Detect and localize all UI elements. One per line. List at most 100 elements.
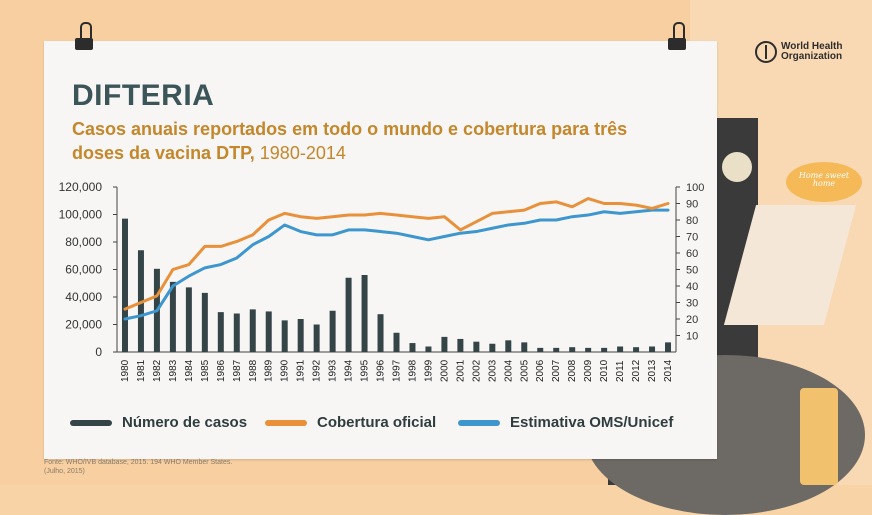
umbrella-vase-illustration xyxy=(800,388,838,485)
y-right-tick-label: 80 xyxy=(686,215,698,227)
bar-cases xyxy=(441,336,448,352)
y-left-tick-label: 120,000 xyxy=(59,180,103,194)
x-tick-label: 1983 xyxy=(168,359,179,382)
bar-cases xyxy=(281,320,288,352)
bar-cases xyxy=(425,346,432,352)
y-right-tick-label: 50 xyxy=(686,265,698,277)
x-tick-label: 1998 xyxy=(407,359,418,382)
x-tick-label: 1984 xyxy=(184,359,195,382)
x-tick-label: 2004 xyxy=(503,359,514,382)
legend-official-swatch xyxy=(265,419,307,426)
x-tick-label: 2011 xyxy=(615,360,626,382)
binder-clip-right-icon xyxy=(668,22,686,50)
x-tick-label: 2000 xyxy=(439,359,450,382)
line-official-coverage xyxy=(123,197,670,311)
bar-cases xyxy=(297,319,304,352)
x-tick-label: 1993 xyxy=(328,359,339,382)
x-tick-label: 2005 xyxy=(519,359,530,382)
x-tick-label: 1985 xyxy=(200,359,211,382)
bar-cases xyxy=(185,287,192,352)
bar-cases xyxy=(313,324,320,352)
y-right-tick-label: 30 xyxy=(686,298,698,310)
x-tick-label: 1981 xyxy=(136,359,147,382)
x-tick-label: 1989 xyxy=(264,359,275,382)
y-left-tick-label: 80,000 xyxy=(65,235,102,249)
y-left-tick-label: 0 xyxy=(95,345,102,359)
bar-cases xyxy=(217,312,224,352)
x-tick-label: 1980 xyxy=(120,359,131,382)
x-tick-label: 1986 xyxy=(216,359,227,382)
bar-cases xyxy=(585,347,592,352)
bar-cases xyxy=(329,310,336,352)
chart-subtitle-years: 1980-2014 xyxy=(259,143,346,163)
x-tick-label: 2010 xyxy=(599,359,610,382)
source-note: Fonte: WHO/IVB database, 2015. 194 WHO M… xyxy=(44,458,284,476)
bar-cases xyxy=(377,314,384,352)
bar-cases xyxy=(505,340,512,352)
x-tick-label: 2012 xyxy=(631,359,642,382)
x-tick-label: 2009 xyxy=(583,359,594,382)
x-tick-label: 2007 xyxy=(551,359,562,382)
who-logo-text: World Health Organization xyxy=(781,42,851,62)
bar-cases xyxy=(345,277,352,352)
bar-cases xyxy=(233,313,240,352)
chart-plot: 0 20,000 40,000 60,000 80,000 100,000 120,000 1… xyxy=(59,180,705,382)
y-left-tick-label: 60,000 xyxy=(65,263,102,277)
x-tick-label: 1999 xyxy=(423,359,434,382)
who-logo-line2: Organization xyxy=(781,51,843,62)
source-line2: (Julho, 2015) xyxy=(44,468,85,475)
bar-cases xyxy=(473,341,480,352)
y-left-tick-label: 100,000 xyxy=(59,208,103,222)
home-sign-illustration xyxy=(786,162,862,202)
y-right-tick-label: 100 xyxy=(686,182,704,194)
chart-subtitle: Casos anuais reportados em todo o mundo … xyxy=(72,117,632,165)
home-sign-text: Home sweet home xyxy=(798,171,850,188)
bar-cases xyxy=(665,342,672,352)
y-right-tick-label: 40 xyxy=(686,281,698,293)
x-tick-label: 1982 xyxy=(152,359,163,382)
y-left-tick-label: 40,000 xyxy=(65,290,102,304)
x-tick-label: 2006 xyxy=(535,359,546,382)
x-tick-label: 1990 xyxy=(280,359,291,382)
legend-who-label: Estimativa OMS/Unicef xyxy=(510,414,674,431)
x-tick-label: 2008 xyxy=(567,359,578,382)
y-right-tick-label: 10 xyxy=(686,331,698,343)
bar-cases xyxy=(537,347,544,352)
legend-official-label: Cobertura oficial xyxy=(317,414,437,431)
x-tick-label: 1995 xyxy=(360,359,371,382)
bar-cases xyxy=(361,275,368,352)
bar-cases xyxy=(121,218,128,352)
moon-illustration xyxy=(722,152,752,182)
legend-cases-label: Número de casos xyxy=(122,414,248,431)
legend-official: Cobertura oficial xyxy=(265,414,436,431)
bar-cases xyxy=(265,311,272,352)
bar-cases xyxy=(249,309,256,352)
x-tick-label: 2001 xyxy=(455,359,466,382)
x-tick-label: 1997 xyxy=(392,359,403,382)
bar-cases xyxy=(569,347,576,352)
legend-cases: Número de casos xyxy=(70,414,247,431)
legend-cases-swatch xyxy=(70,419,112,426)
who-logo: World Health Organization xyxy=(755,41,851,63)
who-logo-line1: World Health xyxy=(781,41,843,52)
bar-cases xyxy=(553,347,560,352)
legend-who-swatch xyxy=(458,419,500,426)
y-right-tick-label: 90 xyxy=(686,199,698,211)
bar-cases xyxy=(617,346,624,352)
y-right-tick-label: 20 xyxy=(686,314,698,326)
chart-subtitle-text: Casos anuais reportados em todo o mundo … xyxy=(72,119,628,163)
bar-cases xyxy=(201,292,208,352)
legend-who: Estimativa OMS/Unicef xyxy=(458,414,673,431)
bar-cases xyxy=(601,347,608,352)
bar-cases xyxy=(633,347,640,352)
x-tick-label: 1992 xyxy=(312,359,323,382)
bar-cases xyxy=(393,332,400,352)
source-line1: Fonte: WHO/IVB database, 2015. 194 WHO M… xyxy=(44,459,233,466)
bar-cases xyxy=(169,281,176,352)
y-right-tick-label: 60 xyxy=(686,248,698,260)
x-tick-label: 1994 xyxy=(344,359,355,382)
chart-title: DIFTERIA xyxy=(72,79,215,112)
x-tick-label: 2013 xyxy=(647,359,658,382)
x-tick-label: 1996 xyxy=(376,359,387,382)
bar-cases xyxy=(521,342,528,352)
